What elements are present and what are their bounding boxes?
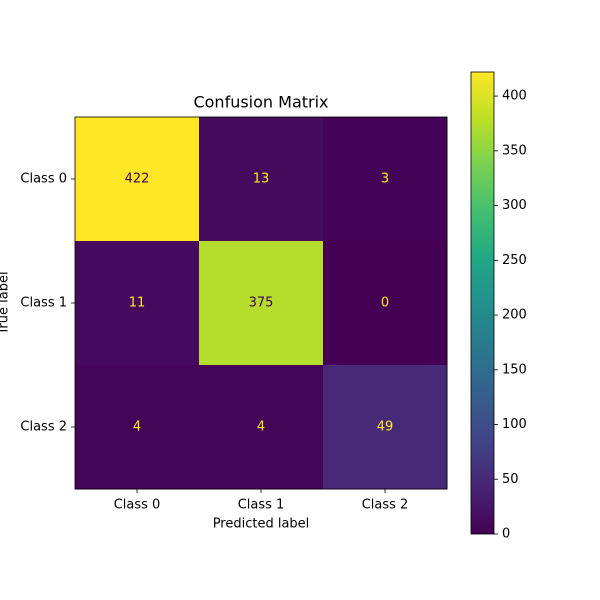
heatmap-cell xyxy=(199,241,324,366)
heatmap-cell xyxy=(75,365,200,490)
cell-label: 3 xyxy=(381,172,389,187)
colorbar-tick-label: 350 xyxy=(502,143,527,158)
heatmap-cell xyxy=(323,365,448,490)
cell-label: 11 xyxy=(129,296,146,311)
cell-label: 13 xyxy=(253,172,270,187)
x-tick-label: Class 0 xyxy=(114,498,161,513)
cell-label: 4 xyxy=(257,420,265,435)
colorbar-tick-label: 300 xyxy=(502,198,527,213)
x-tick-label: Class 1 xyxy=(238,498,285,513)
x-tick-label: Class 2 xyxy=(362,498,409,513)
heatmap-cell xyxy=(323,117,448,242)
colorbar-tick-label: 200 xyxy=(502,308,527,323)
cell-label: 375 xyxy=(249,296,274,311)
heatmap-cell xyxy=(199,365,324,490)
colorbar-tick-label: 0 xyxy=(502,527,510,542)
y-tick-label: Class 2 xyxy=(20,420,67,435)
colorbar-tick-label: 250 xyxy=(502,253,527,268)
y-tick-label: Class 1 xyxy=(20,296,67,311)
heatmap-cell xyxy=(323,241,448,366)
colorbar-tick-label: 100 xyxy=(502,417,527,432)
cell-label: 49 xyxy=(377,420,394,435)
heatmap-cell xyxy=(75,241,200,366)
cell-label: 0 xyxy=(381,296,389,311)
heatmap-cell xyxy=(75,117,200,242)
cell-label: 4 xyxy=(133,420,141,435)
y-tick-label: Class 0 xyxy=(20,172,67,187)
y-axis-label: True label xyxy=(0,271,12,335)
colorbar-tick-label: 50 xyxy=(502,472,519,487)
heatmap-cell xyxy=(199,117,324,242)
cell-label: 422 xyxy=(125,172,150,187)
colorbar-tick-label: 400 xyxy=(502,89,527,104)
chart-title: Confusion Matrix xyxy=(193,93,328,112)
colorbar-tick-label: 150 xyxy=(502,362,527,377)
x-axis-label: Predicted label xyxy=(213,517,310,532)
colorbar xyxy=(470,71,495,535)
